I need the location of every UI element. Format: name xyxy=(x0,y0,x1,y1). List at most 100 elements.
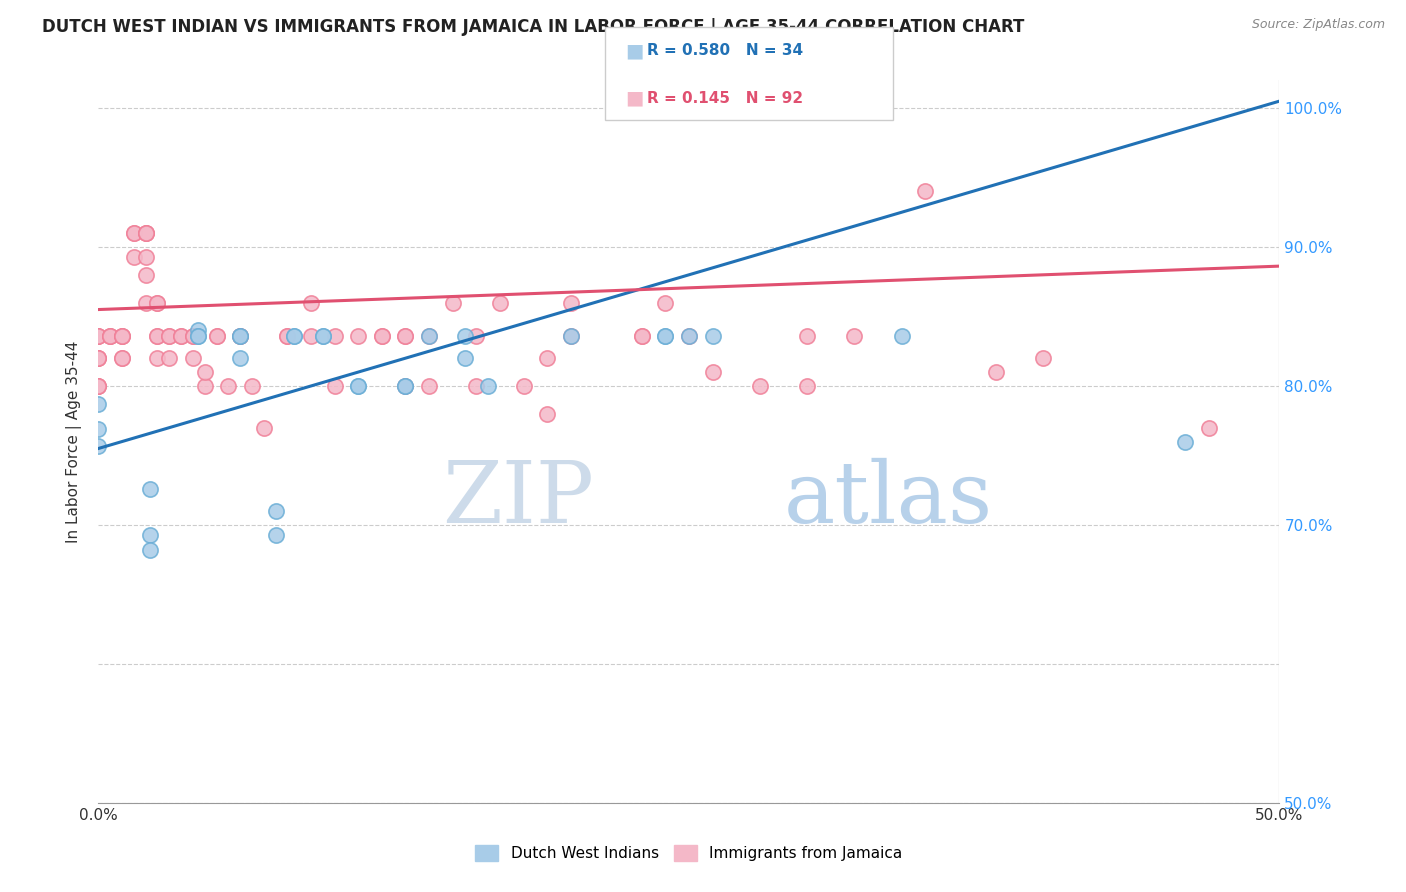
Point xyxy=(441,295,464,310)
Point xyxy=(347,379,370,393)
Point xyxy=(418,379,440,393)
Point xyxy=(283,329,305,343)
Point xyxy=(111,351,134,366)
Point xyxy=(229,329,252,343)
Point xyxy=(146,295,169,310)
Point xyxy=(560,329,582,343)
Point xyxy=(299,295,322,310)
Point xyxy=(146,295,169,310)
Point xyxy=(630,329,652,343)
Point xyxy=(194,365,217,379)
Point xyxy=(229,351,252,366)
Point xyxy=(181,329,204,343)
Point xyxy=(630,329,652,343)
Point xyxy=(87,422,110,436)
Point xyxy=(312,329,335,343)
Point xyxy=(146,329,169,343)
Point xyxy=(135,250,157,264)
Point xyxy=(394,379,416,393)
Point xyxy=(702,329,724,343)
Text: Source: ZipAtlas.com: Source: ZipAtlas.com xyxy=(1251,18,1385,31)
Point xyxy=(87,329,110,343)
Point xyxy=(654,329,676,343)
Point xyxy=(253,420,276,434)
Point xyxy=(1174,434,1197,449)
Point xyxy=(87,379,110,393)
Point xyxy=(914,185,936,199)
Point xyxy=(135,226,157,240)
Point xyxy=(394,379,416,393)
Point xyxy=(283,329,305,343)
Point xyxy=(678,329,700,343)
Point xyxy=(312,329,335,343)
Point xyxy=(347,379,370,393)
Point xyxy=(560,329,582,343)
Point xyxy=(299,329,322,343)
Point xyxy=(205,329,228,343)
Text: DUTCH WEST INDIAN VS IMMIGRANTS FROM JAMAICA IN LABOR FORCE | AGE 35-44 CORRELAT: DUTCH WEST INDIAN VS IMMIGRANTS FROM JAM… xyxy=(42,18,1025,36)
Point xyxy=(323,329,346,343)
Point xyxy=(796,329,818,343)
Point xyxy=(323,379,346,393)
Text: R = 0.580   N = 34: R = 0.580 N = 34 xyxy=(647,44,803,58)
Point xyxy=(489,295,512,310)
Point xyxy=(98,329,121,343)
Point xyxy=(276,329,298,343)
Point xyxy=(139,527,162,541)
Point xyxy=(157,329,180,343)
Point xyxy=(264,504,287,518)
Point xyxy=(844,329,866,343)
Point xyxy=(654,329,676,343)
Point xyxy=(157,351,180,366)
Point xyxy=(748,379,770,393)
Point xyxy=(87,329,110,343)
Point xyxy=(512,379,534,393)
Point xyxy=(111,329,134,343)
Point xyxy=(347,329,370,343)
Point xyxy=(229,329,252,343)
Y-axis label: In Labor Force | Age 35-44: In Labor Force | Age 35-44 xyxy=(66,341,83,542)
Point xyxy=(536,351,558,366)
Point xyxy=(87,329,110,343)
Point xyxy=(146,351,169,366)
Point xyxy=(122,250,145,264)
Point xyxy=(87,379,110,393)
Point xyxy=(194,379,217,393)
Point xyxy=(453,351,475,366)
Point xyxy=(890,329,912,343)
Point xyxy=(135,268,157,282)
Point xyxy=(87,397,110,411)
Point xyxy=(187,329,209,343)
Point xyxy=(276,329,298,343)
Legend: Dutch West Indians, Immigrants from Jamaica: Dutch West Indians, Immigrants from Jama… xyxy=(470,839,908,867)
Point xyxy=(418,329,440,343)
Point xyxy=(135,295,157,310)
Point xyxy=(371,329,394,343)
Point xyxy=(139,482,162,496)
Point xyxy=(111,329,134,343)
Point xyxy=(465,379,488,393)
Text: atlas: atlas xyxy=(783,458,993,541)
Point xyxy=(796,379,818,393)
Point xyxy=(678,329,700,343)
Text: ■: ■ xyxy=(626,41,644,61)
Point xyxy=(122,226,145,240)
Point xyxy=(87,351,110,366)
Point xyxy=(371,329,394,343)
Point xyxy=(418,329,440,343)
Point xyxy=(98,329,121,343)
Point xyxy=(477,379,499,393)
Point xyxy=(229,329,252,343)
Point xyxy=(146,329,169,343)
Point xyxy=(111,351,134,366)
Point xyxy=(984,365,1007,379)
Point xyxy=(135,226,157,240)
Point xyxy=(394,329,416,343)
Point xyxy=(560,295,582,310)
Point xyxy=(87,351,110,366)
Point xyxy=(111,329,134,343)
Point xyxy=(187,323,209,337)
Point xyxy=(122,226,145,240)
Point xyxy=(205,329,228,343)
Point xyxy=(702,365,724,379)
